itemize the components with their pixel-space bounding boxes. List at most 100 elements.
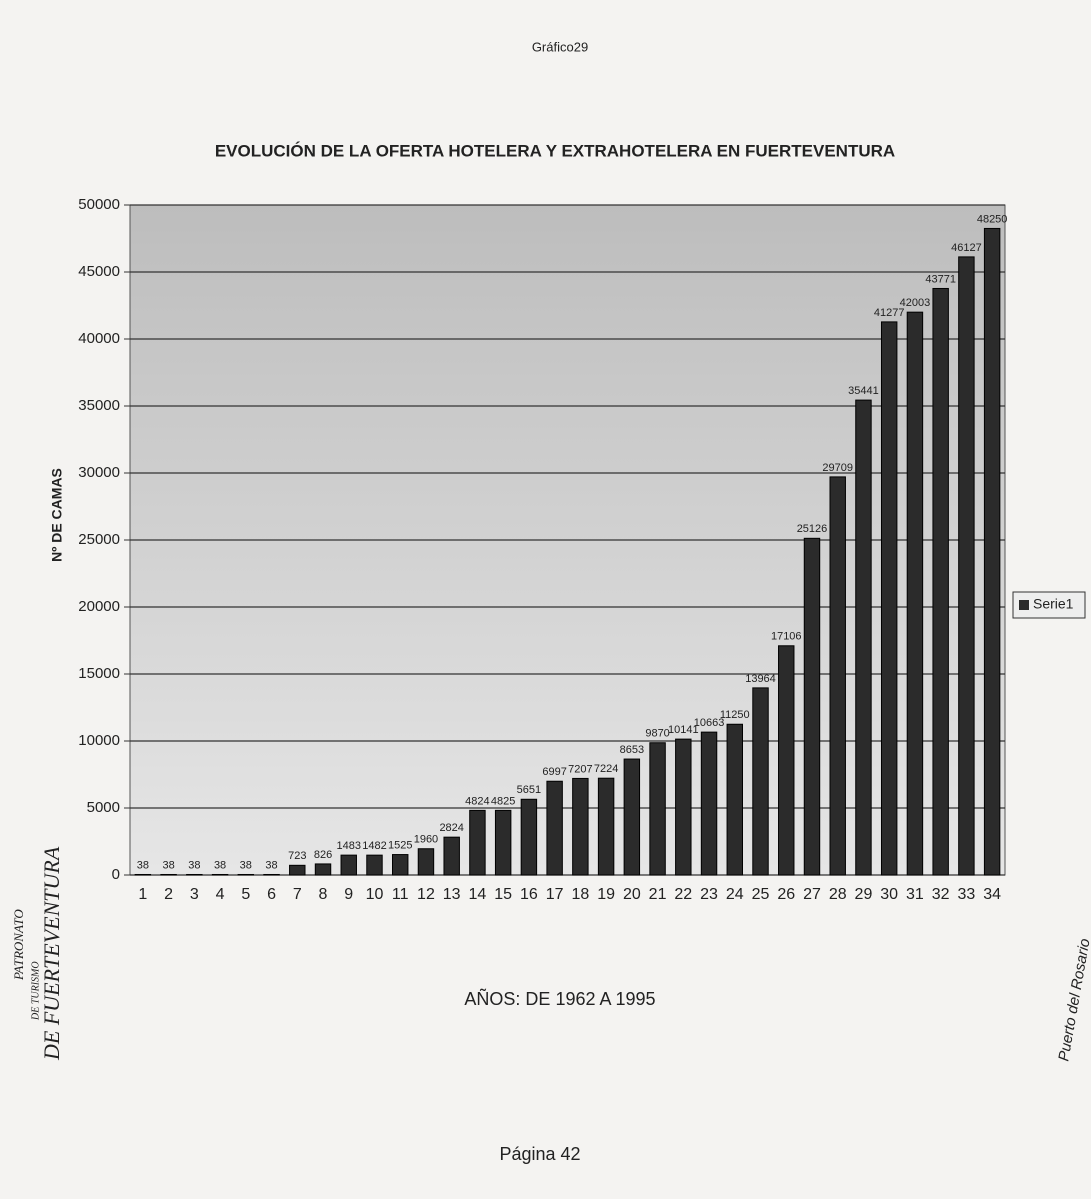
data-label: 9870 [645, 728, 669, 740]
y-tick-label: 10000 [78, 732, 120, 749]
data-label: 43771 [925, 273, 956, 285]
data-label: 17106 [771, 631, 802, 643]
bar [520, 798, 538, 876]
legend-label: Serie1 [1033, 596, 1074, 612]
x-tick-label: 21 [649, 886, 667, 903]
data-label: 723 [288, 850, 306, 862]
x-tick-label: 8 [319, 886, 328, 903]
data-label: 29709 [822, 462, 853, 474]
bar [546, 780, 563, 876]
y-tick-label: 30000 [78, 464, 120, 481]
logo-line: DE TURISMO [30, 961, 41, 1021]
y-tick-label: 0 [112, 866, 120, 883]
logo-line: PATRONATO [11, 909, 26, 981]
data-label: 38 [214, 859, 226, 871]
bar [623, 758, 641, 876]
bar [675, 738, 692, 876]
x-tick-label: 34 [983, 886, 1001, 903]
footer: Página 42 [499, 1144, 580, 1164]
x-tick-label: 26 [777, 886, 795, 903]
y-tick-label: 40000 [78, 330, 120, 347]
x-tick-label: 15 [494, 886, 512, 903]
bar [366, 854, 383, 876]
y-tick-label: 50000 [78, 196, 120, 213]
bar [237, 873, 255, 876]
bar [829, 476, 846, 876]
data-label: 7207 [568, 763, 592, 775]
bar [880, 321, 898, 876]
x-tick-label: 27 [803, 886, 821, 903]
x-tick-label: 18 [571, 886, 589, 903]
x-tick-label: 5 [241, 886, 250, 903]
x-tick-label: 4 [216, 886, 225, 903]
x-tick-label: 14 [469, 886, 487, 903]
bar [958, 256, 975, 876]
chart-title: EVOLUCIÓN DE LA OFERTA HOTELERA Y EXTRAH… [215, 141, 895, 160]
bar [932, 287, 949, 876]
bar [314, 863, 332, 876]
x-tick-label: 13 [443, 886, 461, 903]
data-label: 42003 [900, 297, 931, 309]
x-tick-label: 9 [344, 886, 353, 903]
x-tick-label: 20 [623, 886, 641, 903]
data-label: 46127 [951, 242, 982, 254]
x-tick-label: 10 [366, 886, 384, 903]
legend-swatch [1019, 600, 1029, 610]
data-label: 8653 [620, 744, 644, 756]
x-tick-label: 17 [546, 886, 564, 903]
bar [726, 723, 744, 876]
x-tick-label: 31 [906, 886, 924, 903]
bar [855, 399, 872, 876]
x-tick-label: 11 [392, 886, 409, 903]
y-axis-label: Nº DE CAMAS [49, 468, 65, 562]
x-tick-label: 1 [138, 886, 147, 903]
data-label: 1483 [337, 840, 361, 852]
bar [752, 687, 769, 876]
bar [649, 742, 666, 876]
x-tick-label: 7 [293, 886, 302, 903]
x-tick-label: 6 [267, 886, 276, 903]
x-tick-label: 32 [932, 886, 950, 903]
bar [700, 731, 718, 876]
data-label: 13964 [745, 673, 776, 685]
data-label: 38 [162, 859, 174, 871]
data-label: 48250 [977, 213, 1008, 225]
data-label: 6997 [542, 766, 566, 778]
logo-line: DE FUERTEVENTURA [39, 846, 64, 1061]
data-label: 38 [240, 859, 252, 871]
bar [211, 873, 229, 876]
bar [597, 777, 615, 876]
data-label: 38 [188, 859, 200, 871]
y-tick-label: 15000 [78, 665, 120, 682]
data-label: 1482 [362, 840, 386, 852]
x-tick-label: 12 [417, 886, 435, 903]
bar [186, 873, 203, 876]
data-label: 41277 [874, 307, 905, 319]
x-tick-label: 16 [520, 886, 538, 903]
x-tick-label: 2 [164, 886, 173, 903]
x-tick-label: 25 [752, 886, 770, 903]
bar [443, 836, 460, 876]
data-label: 11250 [720, 709, 750, 721]
data-label: 10663 [694, 717, 725, 729]
data-label: 7224 [594, 763, 618, 775]
x-tick-label: 28 [829, 886, 847, 903]
data-label: 1960 [414, 834, 438, 846]
x-tick-label: 33 [957, 886, 975, 903]
y-tick-label: 35000 [78, 397, 120, 414]
y-tick-label: 5000 [87, 799, 120, 816]
data-label: 1525 [388, 839, 412, 851]
bar [983, 227, 1001, 876]
x-tick-label: 22 [674, 886, 692, 903]
bar [494, 809, 512, 876]
data-label: 35441 [848, 385, 879, 397]
bar [803, 537, 821, 876]
data-label: 2824 [439, 822, 463, 834]
bar [392, 854, 409, 876]
header: Gráfico29 [532, 39, 588, 54]
data-label: 4825 [491, 795, 515, 807]
data-label: 38 [265, 859, 277, 871]
data-label: 10141 [668, 724, 699, 736]
x-tick-label: 3 [190, 886, 199, 903]
